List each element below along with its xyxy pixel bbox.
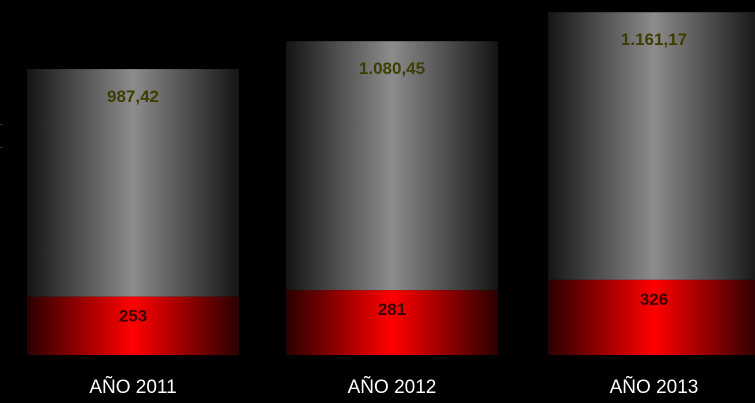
bar-segment-bottom	[286, 290, 498, 355]
data-label-bottom: 326	[640, 290, 668, 309]
category-label: AÑO 2012	[348, 376, 437, 398]
data-label-top: 1.080,45	[359, 59, 425, 78]
category-label: AÑO 2013	[610, 376, 699, 398]
bar-segment-bottom	[27, 296, 239, 355]
data-label-bottom: 281	[378, 300, 406, 319]
data-label-top: 1.161,17	[621, 30, 687, 49]
edge-tick	[0, 124, 3, 125]
data-label-top: 987,42	[107, 87, 159, 106]
bar-segment-top	[27, 69, 239, 297]
bar-segment-top	[286, 41, 498, 291]
bar-segment-top	[548, 12, 755, 280]
bar-segment-bottom	[548, 279, 755, 355]
category-label: AÑO 2011	[89, 376, 176, 398]
data-label-bottom: 253	[119, 307, 147, 326]
edge-tick	[0, 147, 3, 148]
